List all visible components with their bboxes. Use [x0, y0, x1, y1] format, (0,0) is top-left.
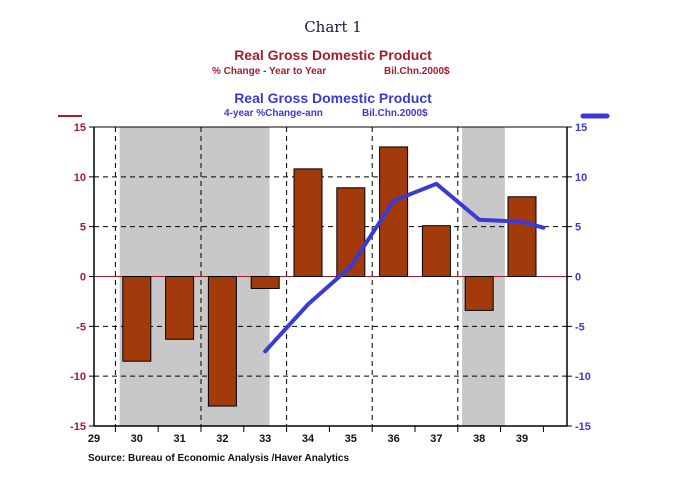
left-tick-label--15: -15: [70, 421, 86, 433]
x-tick-label-33: 33: [259, 433, 271, 445]
bar-38: [464, 276, 494, 311]
right-series-subtitle: 4-year %Change-ann: [224, 108, 323, 119]
x-tick-label-36: 36: [387, 433, 399, 445]
right-tick-label-0: 0: [575, 272, 581, 284]
right-series-units: Bil.Chn.2000$: [362, 108, 428, 119]
x-tick-label-29: 29: [88, 433, 100, 445]
x-tick-label-32: 32: [216, 433, 228, 445]
bar-33: [250, 276, 280, 289]
chart-title: Chart 1: [304, 18, 362, 36]
source-note: Source: Bureau of Economic Analysis /Hav…: [88, 453, 349, 464]
bar-series: [122, 146, 537, 407]
bar-37: [421, 225, 451, 277]
axes: [89, 126, 572, 432]
bar-32: [207, 276, 237, 407]
left-tick-label-0: 0: [80, 272, 86, 284]
x-tick-label-35: 35: [345, 433, 357, 445]
right-tick-label-10: 10: [575, 172, 587, 184]
right-tick-label--10: -10: [575, 371, 591, 383]
x-tick-label-39: 39: [516, 433, 528, 445]
bar-35: [336, 187, 366, 277]
right-tick-label-15: 15: [575, 122, 587, 134]
bar-39: [507, 196, 537, 277]
left-series-units: Bil.Chn.2000$: [384, 66, 450, 77]
left-series-title: Real Gross Domestic Product: [234, 47, 432, 63]
right-tick-label-5: 5: [575, 222, 581, 234]
x-tick-label-37: 37: [430, 433, 442, 445]
bar-36: [379, 146, 409, 277]
bar-34: [293, 168, 323, 277]
left-tick-label--10: -10: [70, 371, 86, 383]
line-4yr-change: [263, 181, 546, 354]
x-tick-label-31: 31: [173, 433, 185, 445]
left-series-subtitle: % Change - Year to Year: [212, 66, 326, 77]
left-tick-label-15: 15: [74, 122, 86, 134]
bar-30: [122, 276, 152, 362]
right-tick-label--5: -5: [575, 321, 585, 333]
bar-31: [165, 276, 195, 340]
x-tick-label-34: 34: [302, 433, 315, 445]
left-tick-label-5: 5: [80, 222, 86, 234]
x-tick-label-30: 30: [131, 433, 143, 445]
right-series-title: Real Gross Domestic Product: [234, 90, 432, 106]
line-series: [263, 181, 546, 354]
left-tick-label--5: -5: [76, 321, 86, 333]
x-tick-label-38: 38: [473, 433, 485, 445]
left-tick-label-10: 10: [74, 172, 86, 184]
right-tick-label--15: -15: [575, 421, 591, 433]
